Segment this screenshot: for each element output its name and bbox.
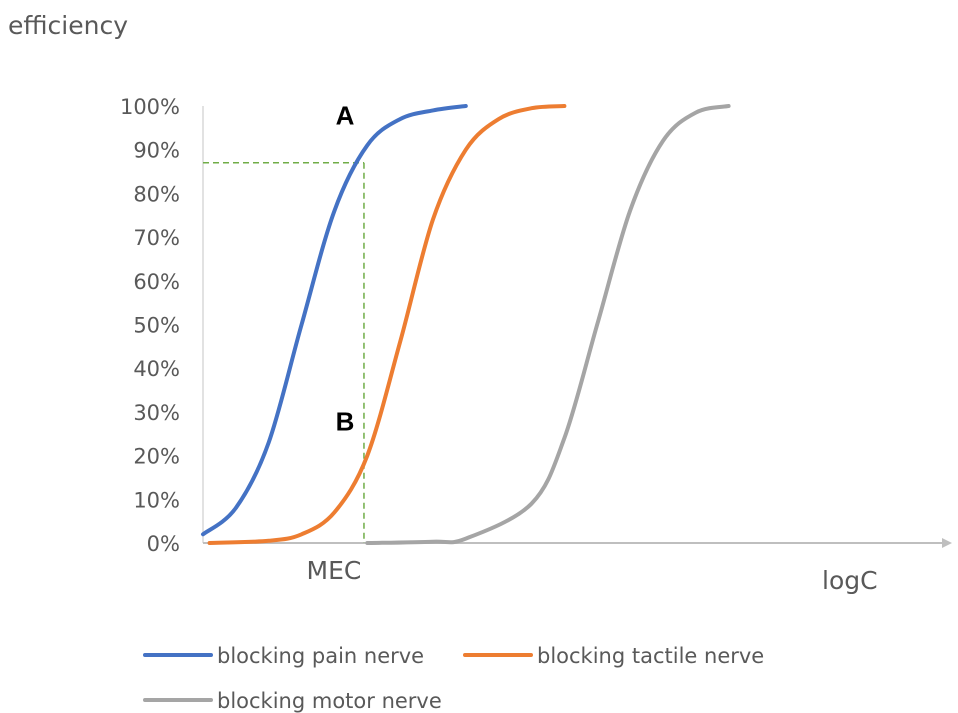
y-tick-label: 30% (133, 401, 180, 425)
legend-label-3: blocking motor nerve (217, 689, 442, 713)
y-tick-label: 80% (133, 182, 180, 206)
series-line-3 (365, 104, 731, 545)
y-tick-label: 100% (120, 95, 180, 119)
annotation-mec: MEC (307, 556, 362, 585)
y-tick-label: 40% (133, 357, 180, 381)
y-tick-label: 20% (133, 445, 180, 469)
series-lines (201, 104, 731, 545)
legend-label-2: blocking tactile nerve (537, 644, 764, 668)
annotation-b: B (336, 407, 355, 437)
reference-lines (203, 162, 365, 543)
y-tick-label: 50% (133, 314, 180, 338)
y-tick-label: 10% (133, 488, 180, 512)
y-tick-label: 60% (133, 270, 180, 294)
y-tick-labels: 0% 10% 20% 30% 40% 50% 60% 70% 80% 90% 100% (120, 95, 180, 556)
y-axis-title: efficiency (8, 11, 128, 40)
annotation-a: A (336, 101, 355, 131)
legend: blocking pain nerve blocking tactile nerv… (143, 644, 764, 713)
legend-label-1: blocking pain nerve (217, 644, 424, 668)
series-line-2 (207, 104, 567, 545)
annotations: A B MEC (307, 101, 362, 585)
series-line-1 (201, 104, 468, 537)
y-tick-label: 70% (133, 226, 180, 250)
x-axis-title: logC (822, 566, 878, 595)
y-tick-label: 0% (147, 532, 180, 556)
y-tick-label: 90% (133, 139, 180, 163)
